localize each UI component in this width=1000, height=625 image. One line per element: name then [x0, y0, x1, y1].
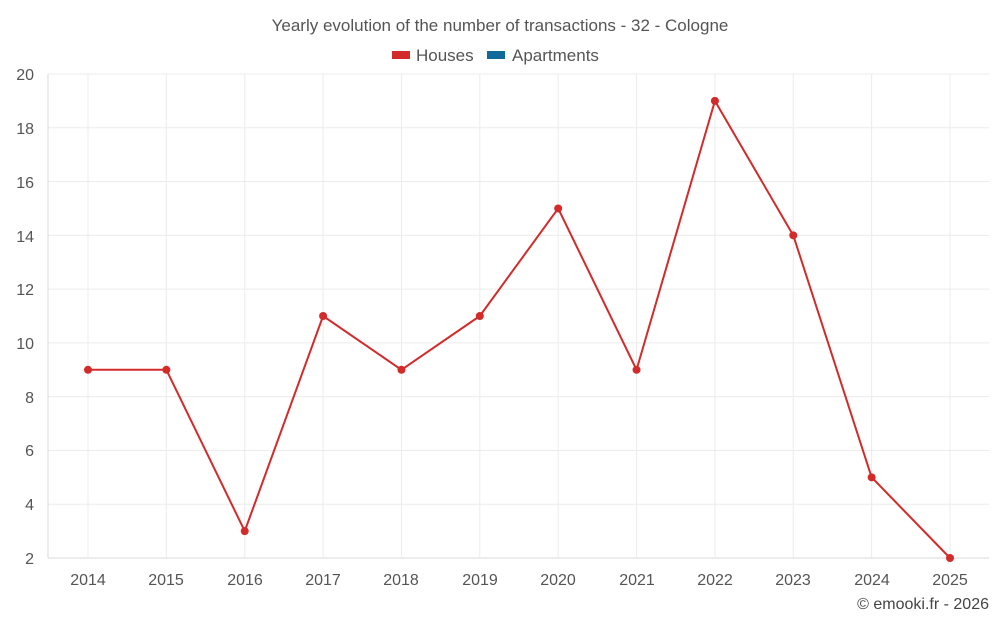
legend-item-houses[interactable]: Houses	[392, 46, 474, 65]
x-tick-label: 2014	[70, 572, 106, 589]
legend-label-apartments: Apartments	[512, 46, 599, 65]
x-tick-label: 2024	[854, 572, 890, 589]
data-point-houses-2015[interactable]	[162, 365, 171, 374]
x-tick-label: 2017	[305, 572, 341, 589]
data-point-houses-2021[interactable]	[632, 365, 641, 374]
legend-swatch-houses	[392, 51, 410, 59]
y-tick-label: 20	[16, 67, 34, 84]
data-point-houses-2014[interactable]	[84, 365, 92, 374]
data-point-houses-2024[interactable]	[867, 473, 876, 482]
y-tick-label: 2	[25, 551, 34, 568]
x-axis: 2014 2015 2016 2017 2018 2019 2020 2021 …	[70, 572, 968, 589]
x-tick-label: 2020	[540, 572, 576, 589]
x-tick-label: 2018	[383, 572, 419, 589]
chart-title: Yearly evolution of the number of transa…	[272, 16, 729, 35]
y-tick-label: 8	[25, 390, 34, 407]
y-tick-label: 14	[16, 229, 34, 246]
series-layer	[84, 96, 954, 562]
credit-text: © emooki.fr - 2026	[857, 596, 989, 613]
data-point-houses-2019[interactable]	[475, 312, 484, 320]
y-tick-label: 18	[16, 121, 34, 138]
x-tick-label: 2019	[462, 572, 498, 589]
y-tick-label: 6	[25, 443, 34, 460]
x-tick-label: 2022	[697, 572, 733, 589]
y-axis: 20 18 16 14 12 10 8 6 4 2	[16, 67, 34, 568]
x-tick-label: 2023	[775, 572, 811, 589]
y-tick-label: 10	[16, 336, 34, 353]
data-point-houses-2025[interactable]	[946, 554, 954, 562]
y-tick-label: 16	[16, 175, 34, 192]
legend: Houses Apartments	[392, 46, 599, 65]
series-line-houses	[87, 99, 951, 559]
data-point-houses-2023[interactable]	[789, 231, 798, 240]
data-point-houses-2022[interactable]	[710, 96, 719, 105]
x-tick-label: 2015	[148, 572, 184, 589]
data-point-houses-2016[interactable]	[240, 527, 249, 536]
legend-item-apartments[interactable]: Apartments	[487, 46, 599, 65]
y-tick-label: 4	[25, 497, 34, 514]
y-tick-label: 12	[16, 282, 34, 299]
x-tick-label: 2025	[932, 572, 968, 589]
x-tick-label: 2016	[227, 572, 263, 589]
data-point-houses-2017[interactable]	[319, 312, 328, 320]
legend-swatch-apartments	[487, 51, 505, 59]
data-point-houses-2020[interactable]	[554, 204, 563, 213]
data-point-houses-2018[interactable]	[397, 365, 406, 374]
grid	[47, 73, 989, 559]
legend-label-houses: Houses	[416, 46, 474, 65]
x-tick-label: 2021	[619, 572, 655, 589]
